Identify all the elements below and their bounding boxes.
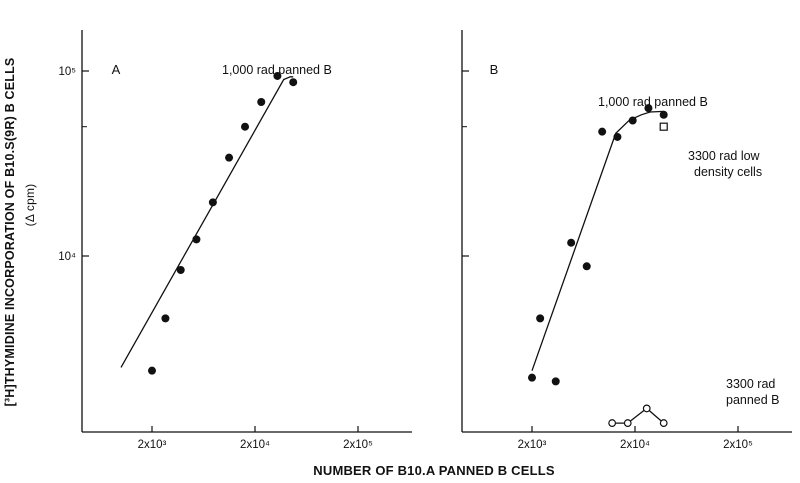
- panel-b-x-tick-label: 2x10⁴: [620, 439, 650, 451]
- panel-a-marks: [120, 71, 298, 375]
- panel-b-1-000-rad-panned-b-point: [628, 116, 637, 125]
- y-axis-unit: (Δ cpm): [23, 184, 37, 227]
- panel-a-1-000-rad-panned-b-point: [225, 153, 234, 162]
- annotation-panned-b: panned B: [726, 393, 780, 407]
- panel-b-1-000-rad-panned-b-point: [598, 127, 607, 136]
- panel-b-1-000-rad-panned-b-point: [536, 314, 545, 323]
- panel-b-1-000-rad-panned-b-point: [644, 104, 653, 113]
- panel-a-letter: A: [112, 62, 121, 77]
- panel-b-1-000-rad-panned-b-point: [528, 373, 536, 382]
- panel-b-letter: B: [490, 62, 499, 77]
- panel-a: A 2x10³ 2x10⁴ 2x10⁵ 10⁴ 10⁵ 1,000 rad panned…: [58, 30, 412, 451]
- panel-a-1-000-rad-panned-b-point: [148, 366, 156, 375]
- panel-b-3300-rad-low-density-cells-point: [659, 122, 668, 131]
- annotation-1000-rad-panned-b: 1,000 rad panned B: [598, 95, 708, 109]
- panel-b-1-000-rad-panned-b-curve: [531, 110, 664, 371]
- panel-a-1-000-rad-panned-b-point: [161, 314, 170, 323]
- panel-b-3300-rad-panned-b-point: [608, 419, 617, 427]
- panel-a-y-tick-label: 10⁴: [58, 251, 76, 263]
- panel-b: B 2x10³ 2x10⁴ 2x10⁵ 1,000 rad panned B 330…: [461, 30, 792, 451]
- annotation-density-cells: density cells: [694, 165, 762, 179]
- panel-a-1-000-rad-panned-b-point: [241, 122, 250, 131]
- panel-a-1-000-rad-panned-b-point: [289, 78, 298, 87]
- panel-b-3300-rad-panned-b-point: [642, 404, 651, 413]
- panel-a-1-000-rad-panned-b-point: [273, 71, 282, 80]
- panel-b-1-000-rad-panned-b-point: [567, 238, 576, 247]
- panel-b-1-000-rad-panned-b-point: [551, 377, 560, 386]
- panel-b-marks: [528, 104, 668, 427]
- annotation-3300-rad: 3300 rad: [726, 377, 775, 391]
- panel-a-series-label: 1,000 rad panned B: [222, 63, 332, 77]
- panel-a-x-tick-label: 2x10⁴: [240, 439, 270, 451]
- panel-b-ticks: 2x10³ 2x10⁴ 2x10⁵: [462, 70, 753, 451]
- annotation-3300-rad-low: 3300 rad low: [688, 149, 761, 163]
- panel-a-ticks: 2x10³ 2x10⁴ 2x10⁵ 10⁴ 10⁵: [58, 66, 373, 451]
- panel-a-1-000-rad-panned-b-point: [208, 198, 217, 207]
- panel-a-1-000-rad-panned-b-point: [192, 235, 201, 244]
- panel-b-3300-rad-panned-b-point: [659, 419, 668, 427]
- panel-a-1-000-rad-panned-b-curve: [120, 76, 294, 368]
- panel-a-1-000-rad-panned-b-point: [176, 266, 185, 275]
- y-axis-title: [³H]THYMIDINE INCORPORATION OF B10.S(9R)…: [3, 58, 17, 407]
- panel-b-1-000-rad-panned-b-point: [613, 132, 622, 141]
- x-axis-title: NUMBER OF B10.A PANNED B CELLS: [313, 463, 555, 478]
- panel-b-3300-rad-panned-b-curve: [612, 407, 665, 424]
- panel-b-x-tick-label: 2x10⁵: [723, 439, 753, 451]
- panel-b-3300-rad-panned-b-point: [623, 419, 632, 427]
- panel-b-1-000-rad-panned-b-point: [659, 110, 668, 119]
- panel-b-x-tick-label: 2x10³: [518, 439, 547, 451]
- panel-a-1-000-rad-panned-b-point: [257, 97, 266, 106]
- panel-a-x-tick-label: 2x10⁵: [343, 439, 373, 451]
- panel-a-y-tick-label: 10⁵: [58, 66, 76, 78]
- panel-b-1-000-rad-panned-b-point: [582, 262, 591, 271]
- panel-a-x-tick-label: 2x10³: [138, 439, 167, 451]
